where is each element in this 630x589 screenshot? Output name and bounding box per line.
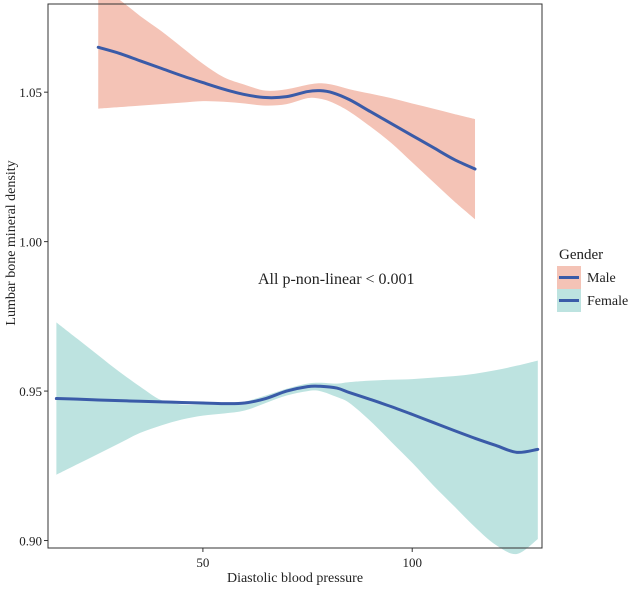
series-lines [54,45,540,454]
y-tick-label: 1.00 [19,235,42,250]
plot-panel-border [47,3,543,549]
x-axis: 50 100 [196,548,422,570]
y-tick-label: 1.05 [19,85,42,100]
y-tick-label: 0.95 [19,384,42,399]
legend-title: Gender [559,247,603,263]
y-tick-label: 0.90 [19,534,42,549]
x-tick-label: 50 [196,555,209,570]
x-axis-label: Diastolic blood pressure [227,571,363,586]
y-axis-label: Lumbar bone mineral density [4,160,19,325]
confidence-bands [56,0,538,555]
band-male [98,0,476,220]
annotation-text: All p-non-linear < 0.001 [258,271,415,288]
band-female [56,322,538,555]
legend-label-female: Female [587,294,628,309]
x-tick-label: 100 [402,555,422,570]
line-male [96,45,477,171]
line-female [54,384,540,454]
y-axis: 0.90 0.95 1.00 1.05 [19,85,48,549]
legend: Gender Male Female [557,247,628,312]
legend-label-male: Male [587,271,616,286]
